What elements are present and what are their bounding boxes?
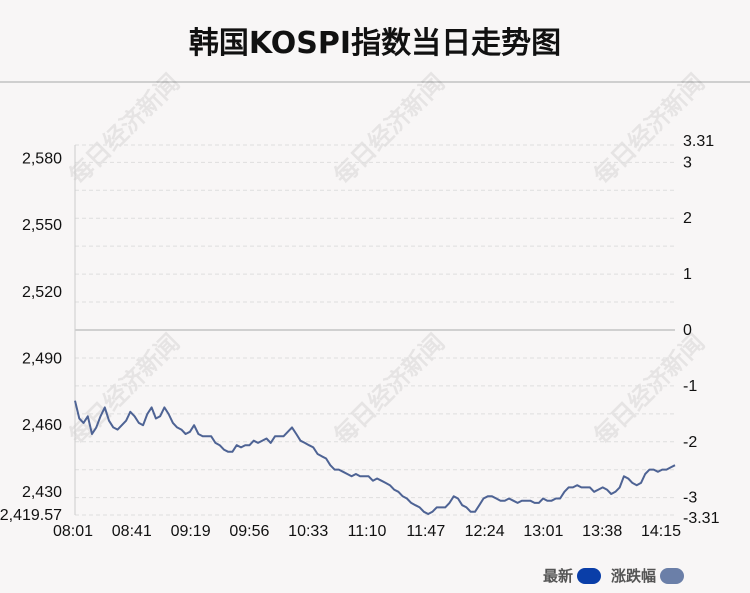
x-tick-label: 11:10 <box>348 523 387 540</box>
x-tick-label: 13:01 <box>523 523 563 540</box>
right-tick-label: -1 <box>683 378 697 395</box>
legend: 最新 涨跌幅 <box>543 565 684 586</box>
left-tick-label: 2,550 <box>22 217 62 234</box>
left-tick-min-label: 2,419.57 <box>0 507 62 524</box>
left-tick-label: 2,430 <box>22 484 62 501</box>
x-tick-label: 12:24 <box>465 523 505 540</box>
title-divider <box>0 81 750 83</box>
x-tick-label: 08:01 <box>53 523 93 540</box>
x-tick-label: 13:38 <box>582 523 622 540</box>
x-tick-label: 09:19 <box>171 523 211 540</box>
index-line <box>74 400 676 515</box>
watermark-text: 每日经济新闻 <box>64 69 186 191</box>
chart-title: 韩国KOSPI指数当日走势图 <box>188 26 562 61</box>
right-tick-label: 3 <box>683 154 692 171</box>
right-tick-label: 3.31 <box>683 133 714 150</box>
legend-label-change: 涨跌幅 <box>610 567 656 585</box>
x-tick-label: 09:56 <box>229 523 269 540</box>
x-tick-label: 08:41 <box>112 523 152 540</box>
legend-item-latest[interactable]: 最新 <box>543 565 601 586</box>
right-tick-label: -3.31 <box>683 510 720 527</box>
watermark-text: 每日经济新闻 <box>329 329 451 451</box>
right-tick-label: 2 <box>683 210 692 227</box>
left-tick-label: 2,490 <box>22 350 62 367</box>
grid-lines <box>75 144 675 516</box>
watermark-text: 每日经济新闻 <box>589 69 711 191</box>
right-tick-label: 1 <box>683 266 692 283</box>
left-tick-label: 2,580 <box>22 150 62 167</box>
left-tick-label: 2,520 <box>22 284 62 301</box>
legend-label-latest: 最新 <box>542 567 573 585</box>
right-tick-labels: 3.31 3 2 1 0 -1 -2 -3 -3.31 <box>683 133 720 527</box>
legend-swatch-change <box>660 567 684 584</box>
left-tick-labels: 2,580 2,550 2,520 2,490 2,460 2,430 2,419.57 <box>0 150 62 524</box>
legend-swatch-latest <box>576 567 601 584</box>
right-tick-label: 0 <box>683 322 692 339</box>
legend-item-change[interactable]: 涨跌幅 <box>611 565 684 586</box>
watermark-text: 每日经济新闻 <box>64 329 186 451</box>
x-tick-label: 14:15 <box>641 523 681 540</box>
watermark-text: 每日经济新闻 <box>329 69 451 191</box>
left-tick-label: 2,460 <box>22 417 62 434</box>
x-tick-label: 10:33 <box>288 523 328 540</box>
x-tick-label: 11:47 <box>406 523 445 540</box>
right-tick-label: -2 <box>683 434 697 451</box>
right-tick-label: -3 <box>683 490 697 507</box>
x-tick-labels: 08:01 08:41 09:19 09:56 10:33 11:10 11:47 12:24… <box>53 523 681 540</box>
